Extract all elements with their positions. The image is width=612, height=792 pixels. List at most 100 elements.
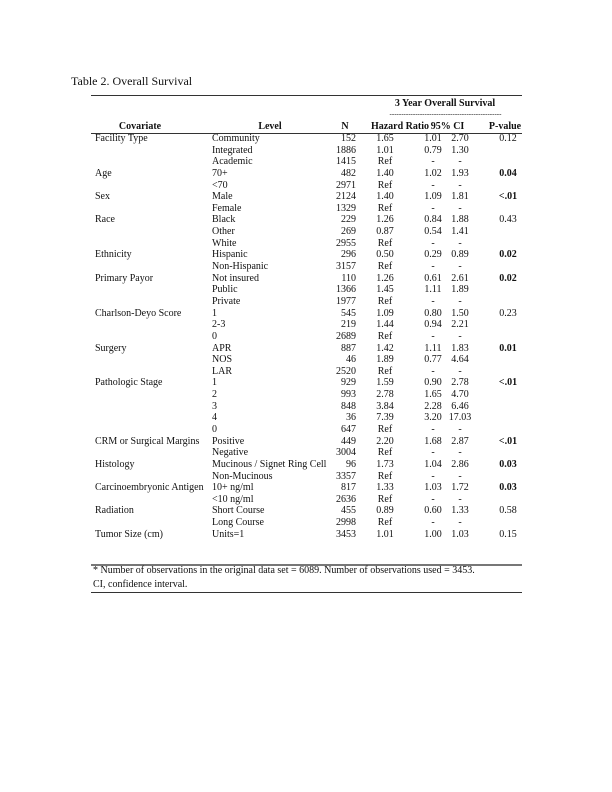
cell-level: Positive <box>212 435 245 447</box>
cell-n: 1415 <box>336 156 356 168</box>
cell-p-value: 0.01 <box>499 342 517 354</box>
cell-covariate: Ethnicity <box>95 249 132 261</box>
cell-n: 1329 <box>336 202 356 214</box>
cell-ci-lower: - <box>431 156 435 168</box>
cell-n: 2689 <box>336 330 356 342</box>
cell-n: 3357 <box>336 470 356 482</box>
cell-ci-lower: - <box>431 295 435 307</box>
cell-ci-upper: - <box>458 261 462 273</box>
cell-n: 96 <box>346 458 356 470</box>
cell-ci-upper: 4.64 <box>451 354 469 366</box>
cell-ci-lower: - <box>431 447 435 459</box>
cell-ci-upper: 17.03 <box>448 412 472 424</box>
cell-ci-upper: - <box>458 156 462 168</box>
cell-ci-upper: - <box>458 365 462 377</box>
cell-n: 110 <box>341 272 356 284</box>
cell-n: 2124 <box>336 191 356 203</box>
cell-ci-lower: 0.29 <box>424 249 442 261</box>
cell-p-value: <.01 <box>498 191 518 203</box>
cell-ci-upper: - <box>458 330 462 342</box>
cell-ci-upper: 1.72 <box>451 482 469 494</box>
cell-hazard-ratio: Ref <box>377 365 393 377</box>
footnote-ci: CI, confidence interval. <box>93 579 188 590</box>
cell-hazard-ratio: Ref <box>377 470 393 482</box>
cell-ci-upper: 1.83 <box>451 342 469 354</box>
cell-ci-lower: - <box>431 365 435 377</box>
cell-n: 3453 <box>336 528 356 540</box>
cell-hazard-ratio: 1.44 <box>376 319 394 331</box>
cell-level: 10+ ng/ml <box>212 482 254 494</box>
cell-p-value: 0.58 <box>499 505 517 517</box>
cell-hazard-ratio: 7.39 <box>376 412 394 424</box>
cell-hazard-ratio: 1.89 <box>376 354 394 366</box>
cell-hazard-ratio: 1.42 <box>376 342 394 354</box>
cell-ci-upper: - <box>458 295 462 307</box>
cell-ci-lower: 1.04 <box>424 458 442 470</box>
cell-ci-lower: 1.68 <box>424 435 442 447</box>
cell-ci-lower: 0.80 <box>424 307 442 319</box>
cell-n: 449 <box>341 435 356 447</box>
cell-covariate: Carcinoembryonic Antigen <box>95 482 204 494</box>
cell-covariate: Race <box>95 214 115 226</box>
cell-covariate: Sex <box>95 191 110 203</box>
cell-n: 2971 <box>336 179 356 191</box>
cell-hazard-ratio: 2.78 <box>376 389 394 401</box>
cell-ci-lower: 1.09 <box>424 191 442 203</box>
cell-ci-lower: 2.28 <box>424 400 442 412</box>
cell-n: 2520 <box>336 365 356 377</box>
cell-ci-lower: - <box>431 179 435 191</box>
cell-n: 887 <box>341 342 356 354</box>
footer-rule <box>91 564 522 566</box>
cell-ci-upper: 2.87 <box>451 435 469 447</box>
cell-ci-upper: 1.50 <box>451 307 469 319</box>
cell-p-value: 0.15 <box>499 528 517 540</box>
col-covariate: Covariate <box>118 121 162 132</box>
cell-hazard-ratio: 1.65 <box>376 133 394 144</box>
cell-hazard-ratio: 1.40 <box>376 167 394 179</box>
cell-ci-upper: - <box>458 237 462 249</box>
cell-ci-upper: 1.03 <box>451 528 469 540</box>
cell-hazard-ratio: Ref <box>377 202 393 214</box>
cell-level: 70+ <box>212 167 228 179</box>
cell-level: Integrated <box>212 144 253 156</box>
cell-ci-lower: - <box>431 424 435 435</box>
cell-ci-lower: - <box>431 517 435 529</box>
cell-hazard-ratio: 0.89 <box>376 505 394 517</box>
cell-ci-upper: - <box>458 517 462 529</box>
col-p-value: P-value <box>488 121 522 132</box>
cell-ci-lower: 1.11 <box>424 342 442 354</box>
cell-n: 545 <box>341 307 356 319</box>
cell-hazard-ratio: 1.26 <box>376 272 394 284</box>
cell-ci-upper: 2.86 <box>451 458 469 470</box>
cell-hazard-ratio: 1.01 <box>376 528 394 540</box>
cell-ci-upper: 1.41 <box>451 226 469 238</box>
cell-level: Hispanic <box>212 249 248 261</box>
cell-hazard-ratio: 1.33 <box>376 482 394 494</box>
cell-covariate: Age <box>95 167 112 179</box>
cell-p-value: <.01 <box>498 377 518 389</box>
cell-level: Black <box>212 214 236 226</box>
cell-hazard-ratio: Ref <box>377 261 393 273</box>
cell-hazard-ratio: Ref <box>377 295 393 307</box>
cell-ci-upper: 2.61 <box>451 272 469 284</box>
cell-level: NOS <box>212 354 233 366</box>
cell-ci-lower: - <box>431 202 435 214</box>
cell-ci-upper: - <box>458 470 462 482</box>
cell-ci-lower: 0.79 <box>424 144 442 156</box>
cell-level: Mucinous / Signet Ring Cell <box>212 458 327 470</box>
cell-ci-lower: 0.61 <box>424 272 442 284</box>
cell-ci-lower: - <box>431 261 435 273</box>
header-rule <box>91 133 522 134</box>
cell-p-value: <.01 <box>498 435 518 447</box>
cell-ci-lower: 0.90 <box>424 377 442 389</box>
cell-hazard-ratio: 0.87 <box>376 226 394 238</box>
cell-level: 0 <box>212 424 217 435</box>
cell-n: 1977 <box>336 295 356 307</box>
cell-ci-upper: 1.81 <box>451 191 469 203</box>
cell-ci-upper: 1.30 <box>451 144 469 156</box>
cell-level: Not insured <box>212 272 259 284</box>
cell-level: LAR <box>212 365 232 377</box>
cell-n: 848 <box>341 400 356 412</box>
cell-ci-lower: 0.84 <box>424 214 442 226</box>
